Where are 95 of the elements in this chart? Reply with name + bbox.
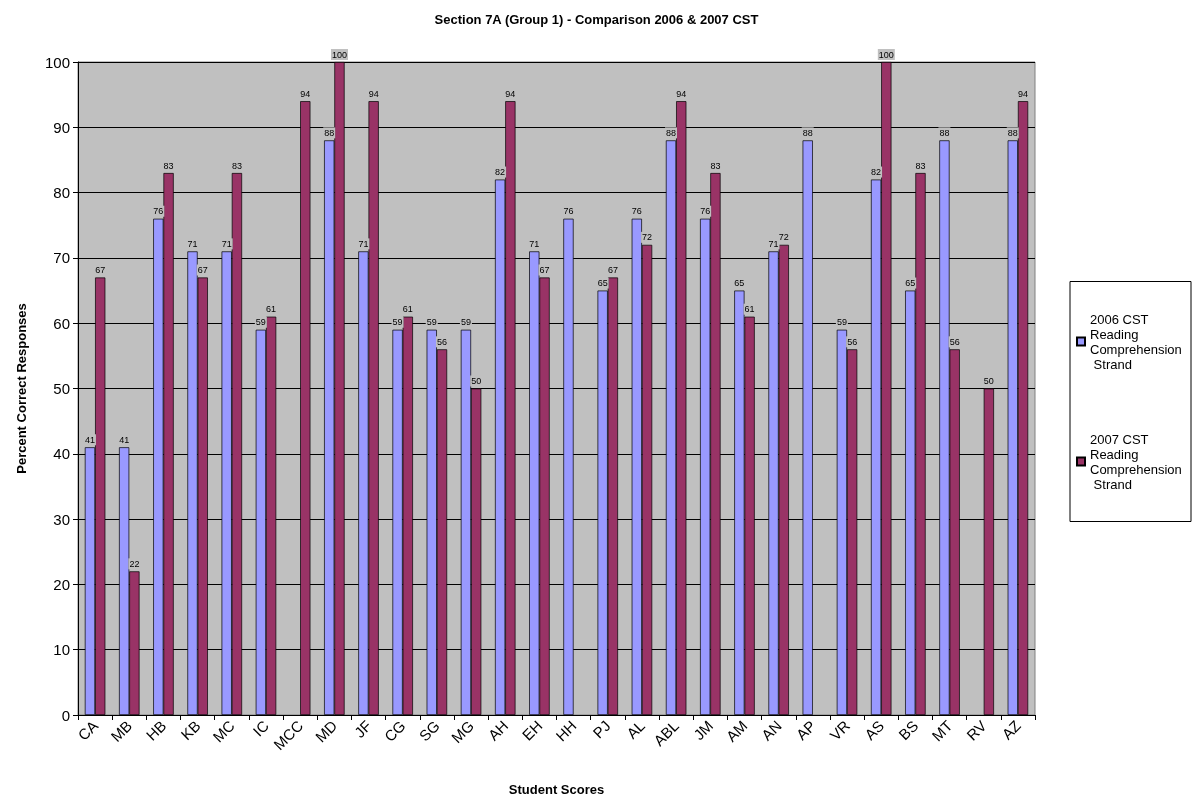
data-label: 56 (847, 336, 858, 347)
y-tick-label: 70 (53, 249, 70, 267)
data-label: 71 (358, 238, 369, 249)
x-tick-label: VR (826, 716, 854, 744)
y-tick-label: 30 (53, 510, 70, 528)
data-label: 59 (426, 317, 437, 328)
x-tick-label: KB (177, 716, 204, 744)
data-label: 76 (631, 206, 642, 217)
data-label: 94 (300, 88, 311, 99)
data-label: 76 (153, 206, 164, 217)
data-label: 65 (734, 278, 745, 289)
data-label: 56 (949, 336, 960, 347)
x-tick-label: AS (861, 716, 888, 744)
data-label: 65 (597, 278, 608, 289)
x-tick-label: ABL (650, 716, 683, 750)
data-label: 67 (95, 264, 106, 275)
data-label: 59 (392, 317, 403, 328)
data-label: 82 (871, 167, 882, 178)
x-tick-label: PJ (589, 716, 614, 742)
x-tick-label: MT (928, 716, 956, 745)
x-tick-label: CA (74, 716, 102, 744)
y-tick-label: 90 (53, 118, 70, 136)
x-tick-label: JF (350, 716, 375, 741)
x-tick-label: IC (249, 716, 273, 740)
data-label: 71 (221, 238, 232, 249)
data-label: 83 (163, 160, 174, 171)
x-tick-label: SG (415, 716, 443, 745)
data-label: 94 (676, 88, 687, 99)
data-label: 72 (642, 232, 653, 243)
x-tick-label: CG (380, 716, 409, 745)
x-tick-label: AM (722, 716, 751, 745)
data-label: 50 (471, 376, 482, 386)
data-label: 67 (539, 264, 550, 275)
legend-label: 2007 CST Reading Comprehension Strand (1090, 431, 1182, 492)
data-label: 59 (460, 317, 471, 328)
x-tick-label: EH (518, 716, 546, 744)
data-label: 72 (778, 232, 789, 243)
data-label: 88 (665, 127, 677, 138)
data-label: 22 (129, 558, 140, 569)
y-tick-label: 20 (53, 575, 70, 593)
data-label: 71 (187, 238, 198, 249)
data-label: 88 (802, 127, 813, 138)
x-tick-label: JM (690, 716, 717, 744)
data-label: 88 (1007, 127, 1018, 138)
data-label: 94 (1018, 88, 1029, 99)
data-label: 67 (197, 264, 208, 275)
data-label: 100 (331, 49, 347, 60)
data-label: 59 (836, 317, 847, 328)
data-label: 83 (710, 160, 721, 171)
y-tick-label: 100 (44, 53, 70, 71)
data-label: 61 (266, 304, 277, 315)
x-tick-label: MG (447, 716, 478, 747)
x-tick-label: MC (209, 716, 238, 746)
data-label: 100 (878, 49, 894, 60)
x-tick-label: AL (622, 716, 648, 742)
x-tick-label: BS (895, 716, 922, 744)
data-label: 88 (939, 127, 950, 138)
data-label: 61 (402, 304, 413, 315)
y-tick-label: 10 (53, 641, 70, 659)
x-tick-label: HH (552, 716, 580, 745)
data-label: 76 (563, 206, 574, 217)
data-label: 41 (119, 434, 130, 445)
x-tick-label: AP (792, 716, 819, 744)
data-label: 67 (607, 264, 618, 275)
data-label: 61 (744, 304, 755, 315)
data-label: 50 (983, 376, 994, 386)
x-tick-label: RV (963, 716, 990, 744)
x-tick-label: AN (757, 716, 785, 744)
x-axis-title: Student Scores (508, 782, 605, 797)
data-label: 65 (905, 278, 916, 289)
y-tick-label: 60 (53, 314, 70, 332)
data-label: 82 (495, 167, 506, 178)
data-label: 71 (529, 238, 540, 249)
data-label: 83 (231, 160, 242, 171)
chart-title: Section 7A (Group 1) - Comparison 2006 & 2007 CST (434, 12, 759, 27)
x-tick-label: AH (484, 716, 512, 744)
x-tick-label: MD (311, 716, 341, 746)
data-label: 76 (700, 206, 711, 217)
x-tick-label: HB (142, 716, 170, 744)
data-label: 94 (505, 88, 516, 99)
data-label: 83 (915, 160, 926, 171)
y-tick-label: 0 (61, 706, 70, 724)
data-label: 41 (84, 434, 95, 445)
y-axis-title: Percent Correct Responses (14, 303, 29, 474)
data-label: 56 (436, 336, 448, 347)
y-tick-label: 40 (53, 445, 70, 463)
data-label: 71 (768, 238, 779, 249)
x-tick-label: AZ (998, 716, 1024, 743)
data-label: 94 (368, 88, 379, 99)
x-tick-label: MB (107, 716, 136, 745)
y-tick-label: 80 (53, 184, 70, 202)
y-tick-label: 50 (53, 380, 70, 397)
data-label: 88 (324, 127, 335, 138)
data-label: 59 (255, 317, 266, 328)
legend-label: 2006 CST Reading Comprehension Strand (1090, 311, 1182, 372)
